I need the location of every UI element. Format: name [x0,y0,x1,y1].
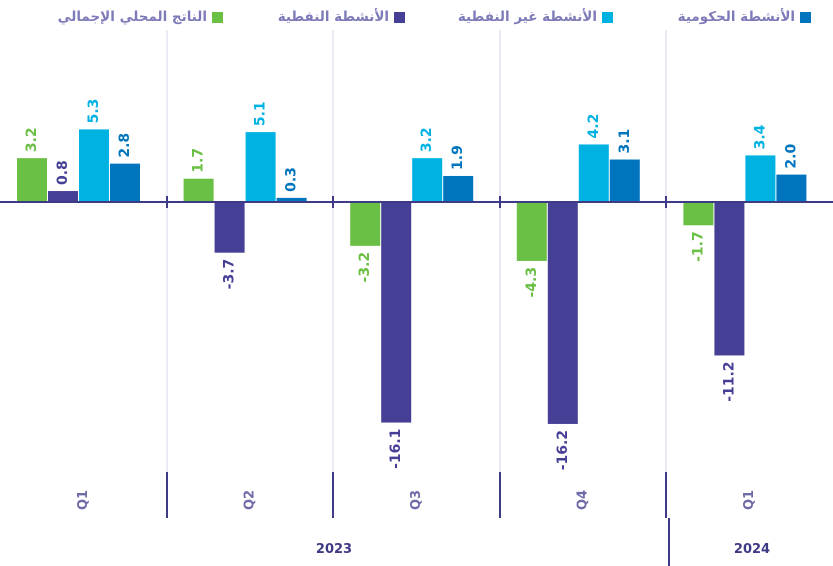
legend-label-oil: الأنشطة النفطية [277,9,389,25]
bar [714,202,745,356]
legend-item-oil: الأنشطة النفطية [278,9,405,25]
data-label: 3.2 [419,127,435,152]
data-label: 0.8 [55,160,71,185]
data-label: 2.8 [117,133,133,158]
bar [350,202,381,246]
data-label: 3.2 [24,127,40,152]
bar [776,174,807,202]
data-label: -1.7 [690,231,706,262]
category-label: Q1 [76,490,91,510]
data-label: -16.2 [555,430,571,470]
bar [578,144,609,202]
year-label: 2023 [316,542,352,557]
data-label: -3.2 [357,252,373,283]
legend-item-non-oil: الأنشطة غير النفطية [458,9,613,25]
bar [381,202,412,423]
data-label: 2.0 [783,144,799,169]
data-label: -16.1 [388,429,404,469]
bar [412,158,443,202]
legend-label-non-oil: الأنشطة غير النفطية [457,9,597,25]
legend-swatch-oil [394,11,405,23]
bar [245,132,276,202]
bar [48,191,78,202]
legend-swatch-government [800,11,811,23]
bar [183,178,214,202]
data-label: 1.7 [191,148,207,173]
data-label: -3.7 [222,259,238,290]
bar [745,155,776,202]
category-label: Q3 [409,490,424,510]
bar [609,159,640,202]
data-label: 3.4 [752,124,768,149]
bar [276,197,307,202]
data-label: 4.2 [586,114,602,139]
data-label: -11.2 [721,361,737,401]
bar [547,202,578,424]
data-label: 5.1 [253,101,269,126]
bar [110,163,140,202]
category-label: Q4 [576,490,591,510]
data-label: 0.3 [284,167,300,192]
legend-swatch-gdp [212,11,223,23]
legend-swatch-non-oil [602,11,613,23]
category-label: Q1 [742,490,757,510]
data-label: 3.1 [617,129,633,154]
data-label: 5.3 [86,99,102,124]
legend-label-gdp: الناتج المحلي الإجمالي [57,9,207,25]
legend-item-gdp: الناتج المحلي الإجمالي [58,9,223,25]
year-label: 2024 [734,542,770,557]
category-label: Q2 [242,490,257,510]
data-label: 1.9 [450,145,466,170]
bar [683,202,714,226]
legend-label-government: الأنشطة الحكومية [677,9,795,25]
data-label: -4.3 [524,267,540,298]
bar [79,129,109,202]
legend-item-government: الأنشطة الحكومية [678,9,811,25]
bar [17,158,47,202]
bar [516,202,547,261]
bar [443,175,474,202]
bar [214,202,245,253]
chart-legend: الأنشطة الحكومية الأنشطة غير النفطية الأ… [0,9,833,29]
